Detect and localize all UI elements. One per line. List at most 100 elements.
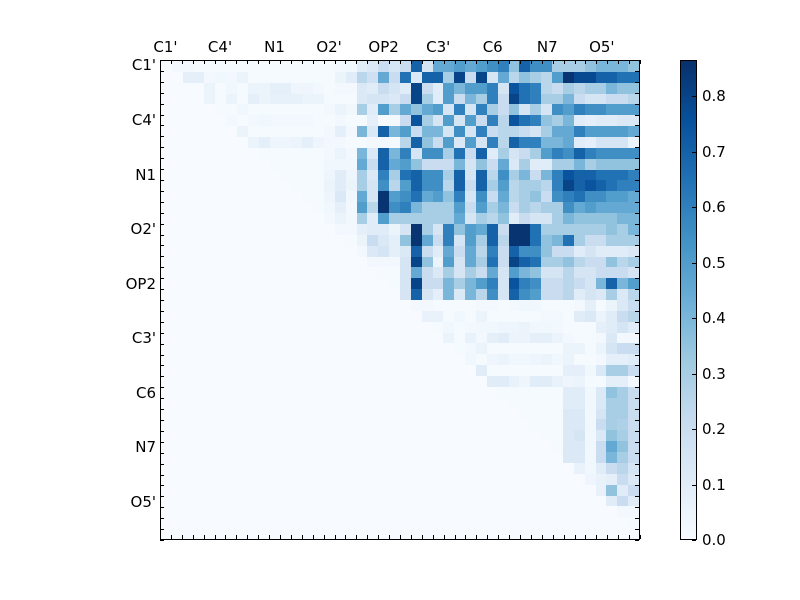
heatmap-cell xyxy=(508,180,520,192)
heatmap-cell xyxy=(247,191,259,203)
heatmap-cell xyxy=(204,441,216,453)
y-tick xyxy=(635,365,639,366)
heatmap-cell xyxy=(606,147,618,159)
heatmap-cell xyxy=(258,310,270,322)
heatmap-cell xyxy=(161,386,172,398)
heatmap-cell xyxy=(161,441,172,453)
heatmap-cell xyxy=(573,137,585,148)
heatmap-cell xyxy=(443,462,455,474)
heatmap-cell xyxy=(258,376,270,387)
heatmap-cell xyxy=(552,169,563,181)
heatmap-cell xyxy=(454,354,466,366)
heatmap-cell xyxy=(595,386,607,398)
heatmap-cell xyxy=(432,137,444,148)
heatmap-cell xyxy=(258,202,270,214)
heatmap-cell xyxy=(269,473,281,485)
heatmap-cell xyxy=(367,289,379,300)
heatmap-cell xyxy=(258,354,270,366)
heatmap-cell xyxy=(280,452,292,463)
heatmap-cell xyxy=(595,278,607,290)
heatmap-cell xyxy=(269,169,281,181)
heatmap-cell xyxy=(302,245,314,257)
heatmap-cell xyxy=(606,213,618,224)
heatmap-cell xyxy=(367,528,379,539)
heatmap-cell xyxy=(486,256,498,268)
heatmap-cell xyxy=(334,462,346,474)
heatmap-cell xyxy=(573,299,585,311)
heatmap-cell xyxy=(193,441,205,453)
heatmap-cell xyxy=(399,441,411,453)
heatmap-cell xyxy=(302,321,314,333)
y-tick xyxy=(635,376,639,377)
x-tick xyxy=(509,60,510,64)
y-tick xyxy=(160,235,164,236)
heatmap-cell xyxy=(573,126,585,138)
heatmap-cell xyxy=(247,213,259,224)
heatmap-cell xyxy=(573,517,585,529)
heatmap-cell xyxy=(226,213,238,224)
heatmap-cell xyxy=(247,462,259,474)
heatmap-cell xyxy=(530,126,542,138)
heatmap-cell xyxy=(519,299,531,311)
heatmap-cell xyxy=(584,234,596,246)
heatmap-cell xyxy=(269,321,281,333)
heatmap-cell xyxy=(269,397,281,409)
heatmap-cell xyxy=(302,386,314,398)
heatmap-cell xyxy=(280,310,292,322)
x-tick xyxy=(640,535,641,539)
heatmap-cell xyxy=(345,104,357,116)
heatmap-cell xyxy=(161,223,172,235)
heatmap-cell xyxy=(410,452,422,463)
heatmap-cell xyxy=(193,365,205,377)
heatmap-cell xyxy=(237,343,248,355)
heatmap-cell xyxy=(182,462,194,474)
heatmap-cell xyxy=(421,126,433,138)
heatmap-cell xyxy=(573,115,585,127)
heatmap-cell xyxy=(204,267,216,279)
heatmap-cell xyxy=(237,158,248,170)
y-tick-label: C3' xyxy=(131,329,156,348)
heatmap-cell xyxy=(617,310,629,322)
heatmap-cell xyxy=(628,376,639,387)
heatmap-cell xyxy=(443,430,455,442)
y-tick xyxy=(635,311,639,312)
heatmap-cell xyxy=(421,223,433,235)
heatmap-cell xyxy=(443,126,455,138)
heatmap-cell xyxy=(497,452,509,463)
heatmap-cell xyxy=(204,289,216,300)
heatmap-cell xyxy=(562,495,574,507)
y-tick xyxy=(160,213,164,214)
heatmap-cell xyxy=(476,126,487,138)
heatmap-cell xyxy=(399,213,411,224)
heatmap-cell xyxy=(161,71,172,83)
y-tick xyxy=(635,169,639,170)
heatmap-cell xyxy=(345,419,357,431)
heatmap-cell xyxy=(345,169,357,181)
heatmap-cell xyxy=(215,61,227,72)
heatmap-cell xyxy=(552,517,563,529)
heatmap-cell xyxy=(323,158,335,170)
x-tick xyxy=(182,60,183,64)
heatmap-cell xyxy=(237,126,248,138)
x-tick xyxy=(378,60,379,64)
heatmap-cell xyxy=(399,430,411,442)
heatmap-cell xyxy=(193,169,205,181)
heatmap-cell xyxy=(334,495,346,507)
heatmap-cell xyxy=(226,289,238,300)
heatmap-cell xyxy=(541,180,553,192)
heatmap-cell xyxy=(584,82,596,94)
heatmap-cell xyxy=(302,452,314,463)
heatmap-cell xyxy=(476,343,487,355)
heatmap-cell xyxy=(476,299,487,311)
heatmap-cell xyxy=(454,310,466,322)
heatmap-cell xyxy=(595,115,607,127)
heatmap-cell xyxy=(421,441,433,453)
heatmap-cell xyxy=(161,321,172,333)
heatmap-cell xyxy=(280,299,292,311)
heatmap-cell xyxy=(617,289,629,300)
y-tick xyxy=(160,485,164,486)
heatmap-cell xyxy=(280,169,292,181)
heatmap-cell xyxy=(334,452,346,463)
heatmap-cell xyxy=(161,191,172,203)
heatmap-cell xyxy=(161,158,172,170)
